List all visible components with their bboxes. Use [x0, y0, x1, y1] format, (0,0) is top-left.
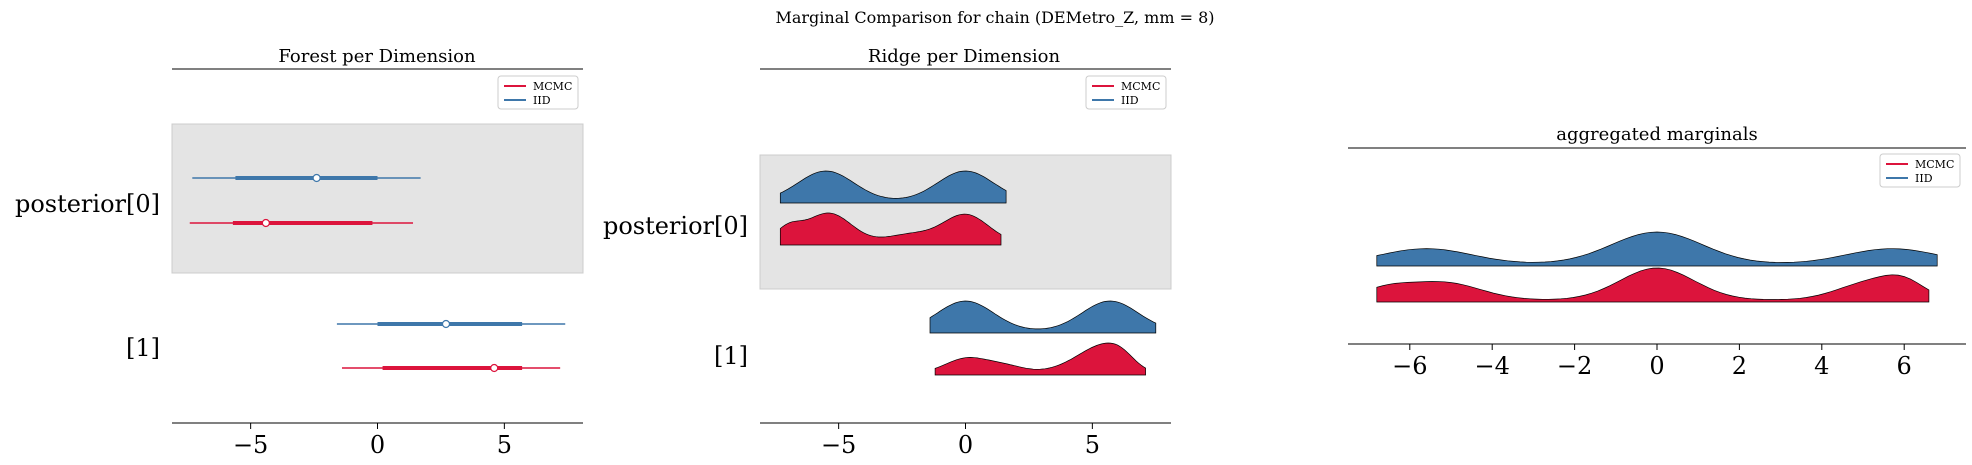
forest-point-estimate [490, 363, 499, 373]
forest-point-estimate [441, 319, 451, 329]
legend-label-iid: IID [533, 94, 551, 107]
forest-title: Forest per Dimension [278, 46, 476, 67]
aggregated-density-iid [1376, 231, 1938, 267]
x-tick-label: 0 [370, 431, 385, 459]
x-tick-label: 6 [1897, 352, 1912, 380]
forest-point-estimate [312, 173, 321, 183]
x-tick-label: −4 [1475, 352, 1510, 380]
x-tick-label: 0 [1649, 352, 1664, 380]
x-tick-label: −5 [821, 431, 856, 459]
aggregated-density-mcmc [1376, 267, 1930, 303]
forest-point-estimate [261, 218, 270, 228]
y-label: [1] [126, 334, 160, 362]
x-tick-label: 5 [1085, 431, 1100, 459]
ridge-title: Ridge per Dimension [868, 46, 1061, 67]
highlight-band [171, 123, 584, 274]
legend-label-iid: IID [1915, 172, 1933, 185]
legend-label-mcmc: MCMC [1121, 80, 1160, 93]
y-label: [1] [714, 342, 748, 370]
aggregated-title: aggregated marginals [1556, 124, 1757, 145]
ridge-density-iid [929, 300, 1157, 334]
y-label: posterior[0] [603, 212, 748, 240]
ridge-density-iid [779, 170, 1007, 204]
x-tick-label: 0 [958, 431, 973, 459]
y-label: posterior[0] [15, 190, 160, 218]
figure-suptitle: Marginal Comparison for chain (DEMetro_Z… [775, 8, 1214, 27]
x-tick-label: 5 [497, 431, 512, 459]
x-tick-label: −5 [233, 431, 268, 459]
legend-label-iid: IID [1121, 94, 1139, 107]
ridge-density-mcmc [934, 342, 1146, 376]
legend-label-mcmc: MCMC [533, 80, 572, 93]
x-tick-label: −6 [1392, 352, 1427, 380]
x-tick-label: −2 [1557, 352, 1592, 380]
x-tick-label: 4 [1814, 352, 1829, 380]
x-tick-label: 2 [1732, 352, 1747, 380]
ridge-density-mcmc [779, 212, 1002, 246]
legend-label-mcmc: MCMC [1915, 158, 1954, 171]
